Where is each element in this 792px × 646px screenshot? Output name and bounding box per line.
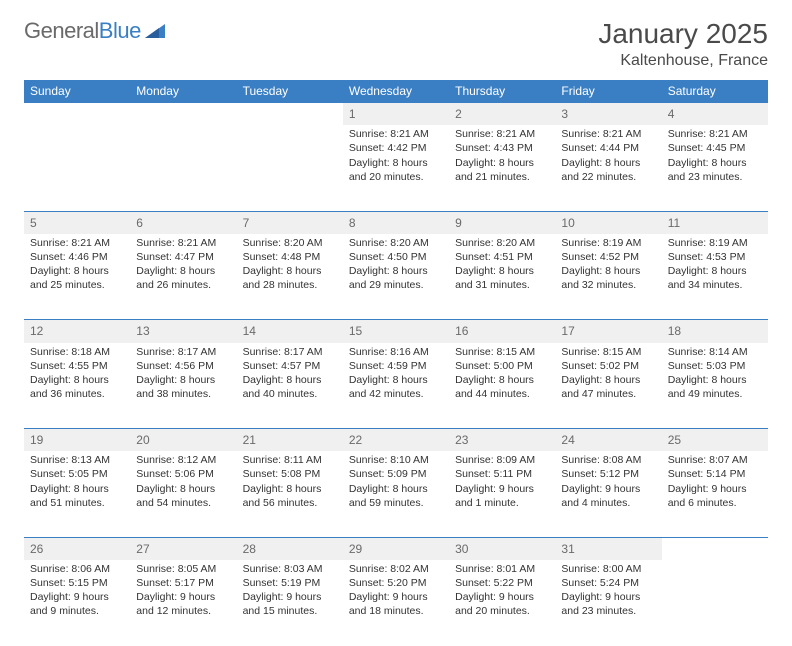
header-bar: GeneralBlue January 2025 Kaltenhouse, Fr… — [24, 18, 768, 70]
day-number-cell: 24 — [555, 429, 661, 452]
day-number-row: 262728293031 — [24, 537, 768, 560]
day-header: Saturday — [662, 80, 768, 103]
day-detail-row: Sunrise: 8:21 AM Sunset: 4:46 PM Dayligh… — [24, 234, 768, 320]
day-number-cell: 4 — [662, 103, 768, 126]
day-detail-cell: Sunrise: 8:21 AM Sunset: 4:43 PM Dayligh… — [449, 125, 555, 211]
day-header: Monday — [130, 80, 236, 103]
day-detail-cell — [130, 125, 236, 211]
day-number-cell: 29 — [343, 537, 449, 560]
day-header: Thursday — [449, 80, 555, 103]
day-detail-cell — [24, 125, 130, 211]
day-number-cell — [662, 537, 768, 560]
day-number-cell: 30 — [449, 537, 555, 560]
day-number-cell: 7 — [237, 211, 343, 234]
day-detail-cell: Sunrise: 8:21 AM Sunset: 4:44 PM Dayligh… — [555, 125, 661, 211]
day-detail-cell: Sunrise: 8:16 AM Sunset: 4:59 PM Dayligh… — [343, 343, 449, 429]
day-detail-cell: Sunrise: 8:05 AM Sunset: 5:17 PM Dayligh… — [130, 560, 236, 646]
day-number-cell: 20 — [130, 429, 236, 452]
logo-text-general: General — [24, 18, 99, 43]
day-number-cell — [130, 103, 236, 126]
day-number-cell: 25 — [662, 429, 768, 452]
day-detail-cell: Sunrise: 8:21 AM Sunset: 4:46 PM Dayligh… — [24, 234, 130, 320]
day-number-row: 1234 — [24, 103, 768, 126]
day-number-cell: 2 — [449, 103, 555, 126]
day-detail-cell — [237, 125, 343, 211]
day-header: Sunday — [24, 80, 130, 103]
day-detail-cell: Sunrise: 8:14 AM Sunset: 5:03 PM Dayligh… — [662, 343, 768, 429]
calendar-header-row: Sunday Monday Tuesday Wednesday Thursday… — [24, 80, 768, 103]
day-number-cell: 11 — [662, 211, 768, 234]
day-number-row: 567891011 — [24, 211, 768, 234]
logo: GeneralBlue — [24, 18, 165, 44]
day-header: Friday — [555, 80, 661, 103]
day-detail-row: Sunrise: 8:13 AM Sunset: 5:05 PM Dayligh… — [24, 451, 768, 537]
day-number-cell: 9 — [449, 211, 555, 234]
day-detail-cell: Sunrise: 8:17 AM Sunset: 4:56 PM Dayligh… — [130, 343, 236, 429]
day-detail-cell: Sunrise: 8:21 AM Sunset: 4:47 PM Dayligh… — [130, 234, 236, 320]
day-number-cell: 3 — [555, 103, 661, 126]
day-number-cell: 8 — [343, 211, 449, 234]
day-detail-cell: Sunrise: 8:21 AM Sunset: 4:42 PM Dayligh… — [343, 125, 449, 211]
day-detail-cell: Sunrise: 8:11 AM Sunset: 5:08 PM Dayligh… — [237, 451, 343, 537]
day-detail-cell: Sunrise: 8:17 AM Sunset: 4:57 PM Dayligh… — [237, 343, 343, 429]
month-title: January 2025 — [598, 18, 768, 50]
day-number-cell — [24, 103, 130, 126]
day-number-cell: 21 — [237, 429, 343, 452]
day-number-cell — [237, 103, 343, 126]
day-number-cell: 19 — [24, 429, 130, 452]
day-number-cell: 16 — [449, 320, 555, 343]
day-detail-cell: Sunrise: 8:10 AM Sunset: 5:09 PM Dayligh… — [343, 451, 449, 537]
day-number-row: 12131415161718 — [24, 320, 768, 343]
day-detail-cell: Sunrise: 8:21 AM Sunset: 4:45 PM Dayligh… — [662, 125, 768, 211]
day-detail-cell: Sunrise: 8:13 AM Sunset: 5:05 PM Dayligh… — [24, 451, 130, 537]
day-number-row: 19202122232425 — [24, 429, 768, 452]
day-number-cell: 23 — [449, 429, 555, 452]
day-detail-cell: Sunrise: 8:08 AM Sunset: 5:12 PM Dayligh… — [555, 451, 661, 537]
day-detail-cell: Sunrise: 8:09 AM Sunset: 5:11 PM Dayligh… — [449, 451, 555, 537]
day-number-cell: 5 — [24, 211, 130, 234]
day-detail-cell: Sunrise: 8:02 AM Sunset: 5:20 PM Dayligh… — [343, 560, 449, 646]
day-number-cell: 13 — [130, 320, 236, 343]
calendar-body: 1234Sunrise: 8:21 AM Sunset: 4:42 PM Day… — [24, 103, 768, 646]
day-detail-cell: Sunrise: 8:15 AM Sunset: 5:00 PM Dayligh… — [449, 343, 555, 429]
day-number-cell: 22 — [343, 429, 449, 452]
day-detail-row: Sunrise: 8:06 AM Sunset: 5:15 PM Dayligh… — [24, 560, 768, 646]
day-number-cell: 14 — [237, 320, 343, 343]
day-number-cell: 6 — [130, 211, 236, 234]
logo-text-blue: Blue — [99, 18, 141, 43]
day-number-cell: 26 — [24, 537, 130, 560]
day-detail-cell: Sunrise: 8:15 AM Sunset: 5:02 PM Dayligh… — [555, 343, 661, 429]
day-header: Tuesday — [237, 80, 343, 103]
day-number-cell: 28 — [237, 537, 343, 560]
day-number-cell: 1 — [343, 103, 449, 126]
day-number-cell: 10 — [555, 211, 661, 234]
day-detail-cell: Sunrise: 8:06 AM Sunset: 5:15 PM Dayligh… — [24, 560, 130, 646]
day-detail-row: Sunrise: 8:18 AM Sunset: 4:55 PM Dayligh… — [24, 343, 768, 429]
day-detail-cell: Sunrise: 8:20 AM Sunset: 4:48 PM Dayligh… — [237, 234, 343, 320]
day-detail-cell: Sunrise: 8:19 AM Sunset: 4:52 PM Dayligh… — [555, 234, 661, 320]
title-block: January 2025 Kaltenhouse, France — [598, 18, 768, 70]
day-detail-cell: Sunrise: 8:20 AM Sunset: 4:51 PM Dayligh… — [449, 234, 555, 320]
day-detail-cell: Sunrise: 8:01 AM Sunset: 5:22 PM Dayligh… — [449, 560, 555, 646]
day-number-cell: 17 — [555, 320, 661, 343]
day-header: Wednesday — [343, 80, 449, 103]
day-number-cell: 12 — [24, 320, 130, 343]
day-detail-row: Sunrise: 8:21 AM Sunset: 4:42 PM Dayligh… — [24, 125, 768, 211]
logo-triangle-icon — [145, 22, 165, 41]
day-number-cell: 27 — [130, 537, 236, 560]
day-detail-cell: Sunrise: 8:12 AM Sunset: 5:06 PM Dayligh… — [130, 451, 236, 537]
location-label: Kaltenhouse, France — [598, 52, 768, 70]
calendar-table: Sunday Monday Tuesday Wednesday Thursday… — [24, 80, 768, 646]
day-detail-cell: Sunrise: 8:20 AM Sunset: 4:50 PM Dayligh… — [343, 234, 449, 320]
day-number-cell: 31 — [555, 537, 661, 560]
day-detail-cell: Sunrise: 8:18 AM Sunset: 4:55 PM Dayligh… — [24, 343, 130, 429]
day-number-cell: 15 — [343, 320, 449, 343]
day-detail-cell: Sunrise: 8:07 AM Sunset: 5:14 PM Dayligh… — [662, 451, 768, 537]
day-detail-cell: Sunrise: 8:00 AM Sunset: 5:24 PM Dayligh… — [555, 560, 661, 646]
day-detail-cell: Sunrise: 8:19 AM Sunset: 4:53 PM Dayligh… — [662, 234, 768, 320]
day-detail-cell — [662, 560, 768, 646]
day-number-cell: 18 — [662, 320, 768, 343]
day-detail-cell: Sunrise: 8:03 AM Sunset: 5:19 PM Dayligh… — [237, 560, 343, 646]
